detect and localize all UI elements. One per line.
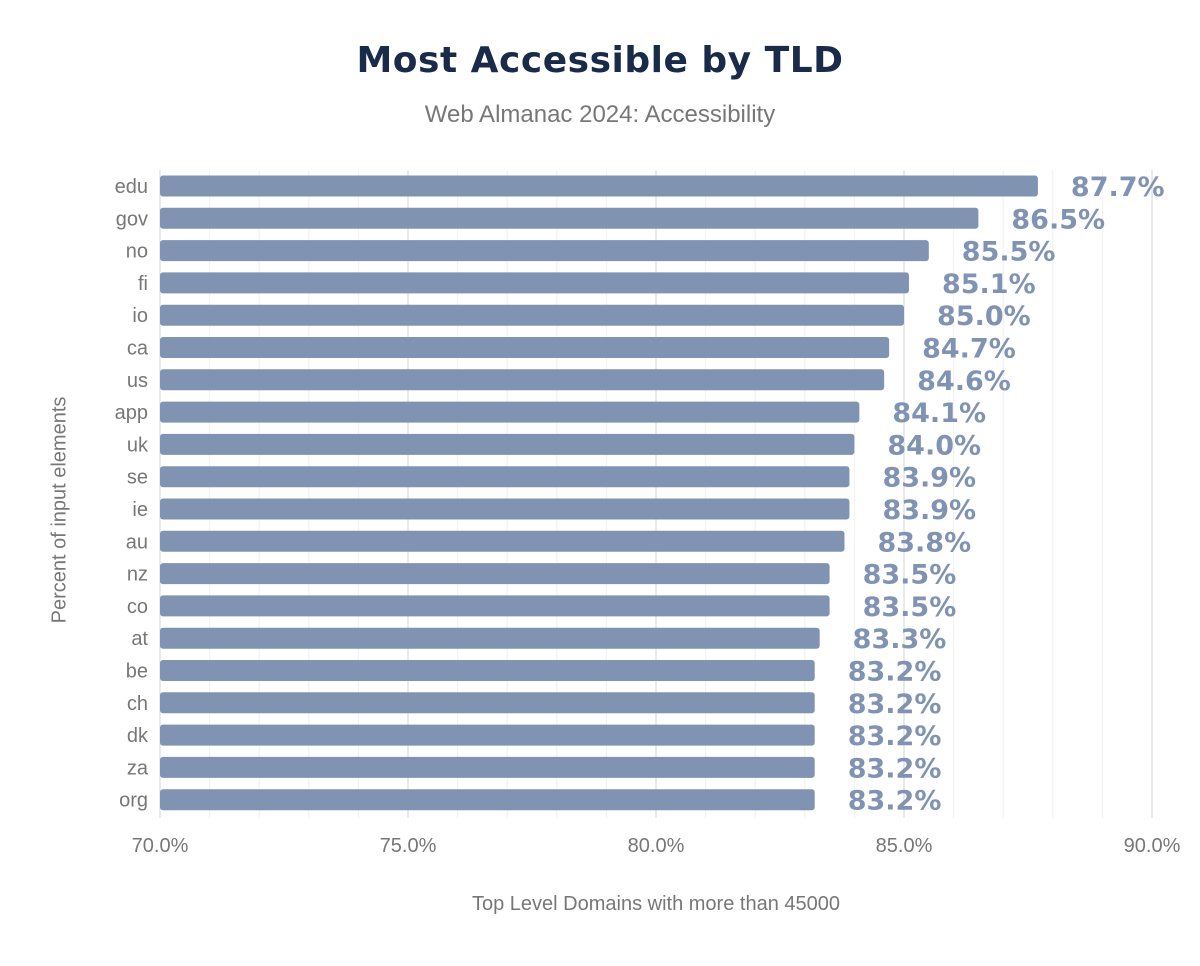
x-tick-label: 85.0% [876, 835, 933, 857]
bar [160, 272, 909, 294]
y-tick-label: dk [127, 725, 149, 747]
data-label: 83.2% [848, 689, 942, 720]
bar [160, 530, 845, 552]
chart-title: Most Accessible by TLD [356, 40, 844, 81]
y-tick-label: uk [127, 434, 149, 456]
data-label: 85.0% [937, 301, 1031, 332]
bar [160, 175, 1038, 197]
data-label: 84.0% [887, 430, 981, 461]
y-tick-label: edu [115, 176, 148, 198]
bar [160, 433, 855, 455]
data-label: 83.9% [882, 495, 976, 526]
y-tick-label: se [127, 467, 148, 489]
y-tick-label: at [131, 628, 148, 650]
data-label: 83.2% [848, 786, 942, 817]
data-label: 83.5% [863, 592, 957, 623]
bar [160, 207, 979, 229]
data-label: 83.9% [882, 463, 976, 494]
bar [160, 304, 904, 326]
y-tick-label: co [127, 596, 148, 618]
bar [160, 692, 815, 714]
bar [160, 756, 815, 778]
data-label: 84.6% [917, 366, 1011, 397]
bar [160, 627, 820, 649]
y-tick-label: ie [132, 499, 148, 521]
bar [160, 466, 850, 488]
y-tick-label: fi [138, 273, 148, 295]
bar [160, 337, 890, 358]
chart-subtitle: Web Almanac 2024: Accessibility [424, 101, 776, 128]
data-label: 83.2% [848, 753, 942, 784]
bar [160, 724, 815, 746]
data-label: 83.8% [877, 527, 971, 558]
y-tick-label: io [132, 305, 148, 327]
x-tick-label: 75.0% [380, 835, 437, 857]
y-tick-label: app [115, 402, 148, 424]
bar [160, 563, 830, 585]
bar [160, 789, 815, 811]
bar [160, 660, 815, 681]
data-label: 84.1% [892, 398, 986, 429]
bar [160, 369, 885, 391]
y-tick-label: org [119, 790, 148, 812]
data-label: 83.5% [863, 560, 957, 591]
y-tick-label: us [127, 370, 148, 392]
x-tick-label: 90.0% [1124, 835, 1181, 857]
bar [160, 498, 850, 520]
data-label: 85.1% [942, 269, 1036, 300]
data-label: 83.3% [853, 624, 947, 655]
y-tick-label: be [126, 661, 148, 683]
data-label: 84.7% [922, 334, 1016, 365]
x-axis-label: Top Level Domains with more than 45000 [472, 893, 840, 915]
y-tick-label: nz [127, 564, 148, 586]
y-tick-label: za [127, 757, 149, 779]
data-label: 86.5% [1011, 204, 1105, 235]
y-tick-label: gov [116, 208, 148, 230]
x-tick-label: 70.0% [132, 835, 189, 857]
y-tick-label: ca [127, 338, 149, 360]
y-tick-label: ch [127, 693, 148, 715]
data-label: 83.2% [848, 657, 942, 688]
bar [160, 595, 830, 617]
bar [160, 240, 929, 262]
data-label: 85.5% [962, 237, 1056, 268]
data-label: 87.7% [1071, 172, 1165, 203]
x-tick-label: 80.0% [628, 835, 685, 857]
y-tick-label: au [126, 531, 148, 553]
data-label: 83.2% [848, 721, 942, 752]
y-tick-label: no [126, 241, 148, 263]
bar [160, 401, 860, 423]
